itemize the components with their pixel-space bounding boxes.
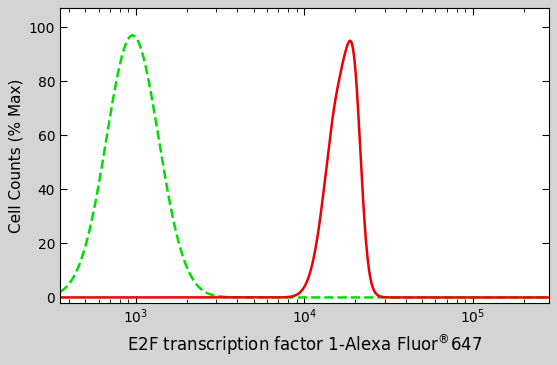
Y-axis label: Cell Counts (% Max): Cell Counts (% Max) xyxy=(8,78,23,233)
X-axis label: E2F transcription factor 1-Alexa Fluor$^{\circledR}$647: E2F transcription factor 1-Alexa Fluor$^… xyxy=(126,332,482,357)
